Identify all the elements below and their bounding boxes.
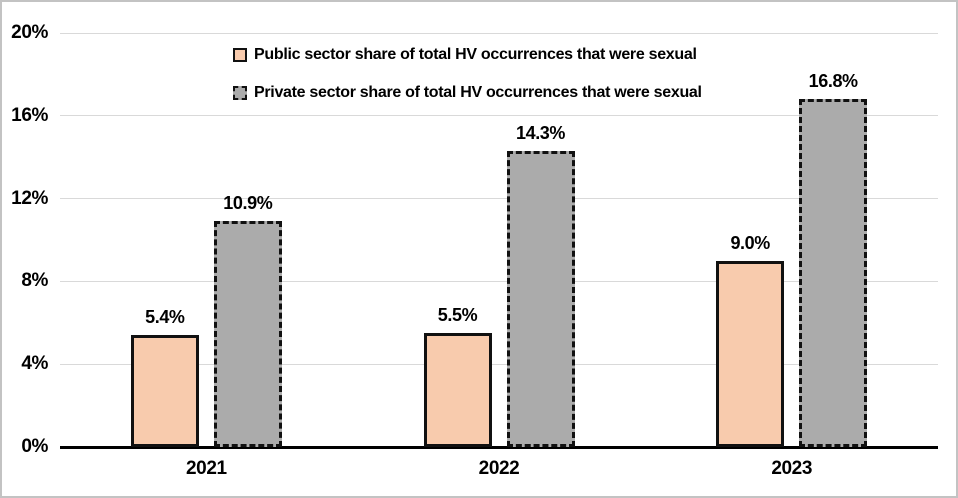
legend: Public sector share of total HV occurren… bbox=[233, 46, 702, 122]
x-tick-label: 2021 bbox=[185, 458, 227, 479]
bar-value-label: 14.3% bbox=[515, 122, 566, 143]
gridline bbox=[60, 115, 938, 117]
y-tick-label: 4% bbox=[21, 353, 48, 375]
bar-private-2023 bbox=[799, 99, 868, 447]
y-tick-label: 8% bbox=[21, 270, 48, 292]
gridline bbox=[60, 32, 938, 34]
legend-swatch-private-icon bbox=[233, 86, 247, 100]
y-tick-label: 16% bbox=[11, 104, 48, 126]
bar-value-label: 10.9% bbox=[223, 193, 273, 214]
bar-value-label: 5.5% bbox=[437, 305, 478, 326]
gridline bbox=[60, 198, 938, 200]
bar-public-2021 bbox=[130, 335, 199, 447]
x-tick-label: 2022 bbox=[478, 458, 520, 479]
bar-private-2021 bbox=[213, 221, 282, 447]
bar-public-2022 bbox=[423, 333, 492, 447]
gridline bbox=[60, 363, 938, 365]
legend-item-public-sector: Public sector share of total HV occurren… bbox=[233, 46, 702, 64]
y-tick-label: 20% bbox=[11, 22, 48, 43]
bar-value-label: 9.0% bbox=[730, 232, 770, 253]
gridline bbox=[60, 280, 938, 282]
bar-value-label: 16.8% bbox=[808, 71, 858, 92]
x-tick-label: 2023 bbox=[771, 458, 812, 479]
x-axis-line bbox=[60, 446, 938, 449]
y-tick-label: 0% bbox=[21, 436, 48, 457]
bar-private-2022 bbox=[506, 150, 575, 447]
legend-swatch-public-icon bbox=[233, 48, 247, 62]
legend-item-private-sector: Private sector share of total HV occurre… bbox=[233, 84, 702, 102]
bar-public-2023 bbox=[716, 260, 785, 447]
legend-label-private-sector: Private sector share of total HV occurre… bbox=[254, 84, 702, 101]
bar-value-label: 5.4% bbox=[145, 307, 185, 328]
legend-label-public-sector: Public sector share of total HV occurren… bbox=[254, 46, 697, 63]
y-tick-label: 12% bbox=[11, 187, 48, 209]
